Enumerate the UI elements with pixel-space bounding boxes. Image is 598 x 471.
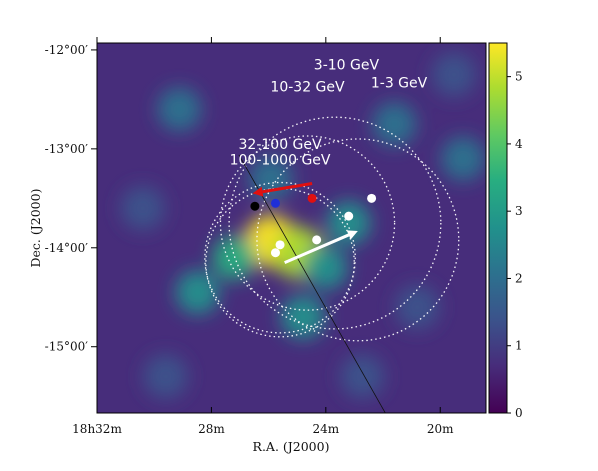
marker-6 <box>275 240 285 250</box>
marker-1 <box>270 198 280 208</box>
energy-label-1: 10-32 GeV <box>270 79 345 95</box>
y-tick-label-2: -14°00′ <box>45 241 89 255</box>
colorbar-tick-label-4: 4 <box>515 137 523 151</box>
marker-0 <box>250 201 260 211</box>
circle-3-10-gev <box>228 116 442 330</box>
heatmap-hotspot-5 <box>175 270 220 315</box>
heatmap-hotspot-15 <box>431 52 476 97</box>
heatmap-hotspot-3 <box>303 245 348 290</box>
energy-label-0: 3-10 GeV <box>314 58 380 74</box>
x-tick-label-1: 28m <box>198 422 225 436</box>
energy-label-2: 1-3 GeV <box>371 76 428 92</box>
arrow-head-0 <box>252 186 264 197</box>
marker-3 <box>367 193 377 203</box>
marker-5 <box>312 235 322 245</box>
arrow-shaft-0 <box>262 182 313 194</box>
colorbar: 0 1 2 3 4 5 <box>488 42 523 420</box>
colorbar-ticks: 0 1 2 3 4 5 <box>507 70 523 420</box>
x-tick-label-2: 24m <box>312 422 339 436</box>
marker-2 <box>307 193 317 203</box>
circle-1-3-gev <box>256 138 460 342</box>
heatmap-hotspot-8 <box>372 102 417 147</box>
arrow-head-1 <box>346 230 358 240</box>
circle-10-32-gev <box>219 135 396 311</box>
heatmap-hotspot-13 <box>143 354 188 399</box>
position-markers <box>250 193 377 258</box>
marker-7 <box>270 248 280 258</box>
heatmap-hotspot-12 <box>395 285 440 330</box>
y-tick-label-1: -13°00′ <box>45 142 89 156</box>
heatmap-hotspot-10 <box>157 87 202 132</box>
x-tick-label-3: 20m <box>427 422 454 436</box>
heatmap-hotspot-6 <box>326 201 371 246</box>
y-tick-label-3: -15°00′ <box>45 340 89 354</box>
heatmap-hotspots <box>120 52 486 399</box>
energy-label-3: 32-100 GeV <box>239 137 323 153</box>
y-axis-ticks: -12°00′ -13°00′ -14°00′ -15°00′ <box>45 43 97 354</box>
colorbar-tick-label-1: 1 <box>515 339 523 353</box>
colorbar-tick-label-2: 2 <box>515 271 523 285</box>
colorbar-tick-label-5: 5 <box>515 70 523 84</box>
marker-4 <box>344 211 354 221</box>
y-tick-label-0: -12°00′ <box>45 43 89 57</box>
motion-arrows <box>252 182 358 265</box>
track-line <box>238 154 386 413</box>
plot-area: 3-10 GeV 10-32 GeV 1-3 GeV 32-100 GeV100-10… <box>97 43 486 413</box>
x-axis-label: R.A. (J2000) <box>253 439 330 454</box>
colorbar-tick-label-3: 3 <box>515 204 523 218</box>
energy-label-4: 100-1000 GeV <box>230 153 331 169</box>
heatmap-hotspot-11 <box>120 186 165 231</box>
heatmap-hotspot-9 <box>441 136 486 181</box>
heatmap-hotspot-4 <box>280 295 325 340</box>
energy-labels: 3-10 GeV 10-32 GeV 1-3 GeV 32-100 GeV100-10… <box>230 58 428 169</box>
heatmap-hotspot-14 <box>340 354 385 399</box>
plot-frame <box>96 42 487 414</box>
colorbar-tick-label-0: 0 <box>515 406 523 420</box>
x-axis-ticks: 18h32m 28m 24m 20m <box>72 37 454 436</box>
circle-100-1000-gev <box>205 187 355 338</box>
circle-32-100-gev <box>204 181 356 334</box>
x-tick-label-0: 18h32m <box>72 422 122 436</box>
arrow-shaft-1 <box>284 233 350 265</box>
energy-circles <box>204 116 460 342</box>
y-axis-label: Dec. (J2000) <box>28 189 43 268</box>
colorbar-gradient <box>488 42 508 414</box>
